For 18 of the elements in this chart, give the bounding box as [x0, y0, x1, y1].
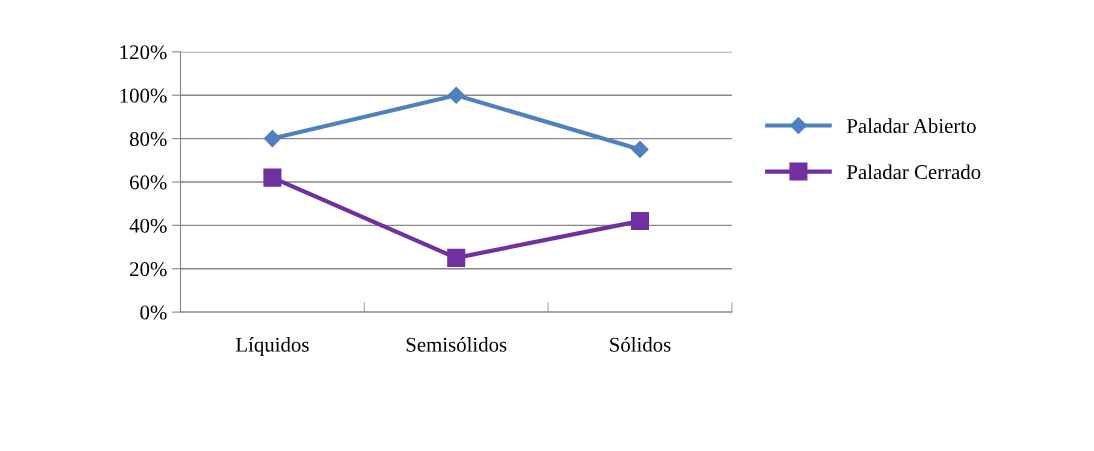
x-tick-label: Semisólidos	[406, 337, 507, 352]
y-tick-label: 120%	[120, 45, 167, 60]
y-tick-label: 40%	[129, 218, 167, 233]
legend-label: Paladar Cerrado	[846, 164, 981, 180]
x-tick-label: Líquidos	[235, 337, 309, 357]
point	[263, 130, 281, 148]
y-tick-label: 100%	[120, 88, 167, 103]
point	[447, 248, 466, 267]
x-tick-label: Sólidos	[610, 337, 671, 352]
point	[631, 140, 649, 159]
y-tick-label: 80%	[129, 131, 167, 147]
y-tick-label: 60%	[130, 175, 167, 190]
y-tick-label: 0%	[140, 305, 167, 320]
legend-label: Paladar Abierto	[846, 118, 976, 133]
point	[447, 86, 465, 104]
point	[263, 168, 282, 187]
point	[630, 211, 650, 231]
y-tick-label: 20%	[130, 262, 167, 277]
